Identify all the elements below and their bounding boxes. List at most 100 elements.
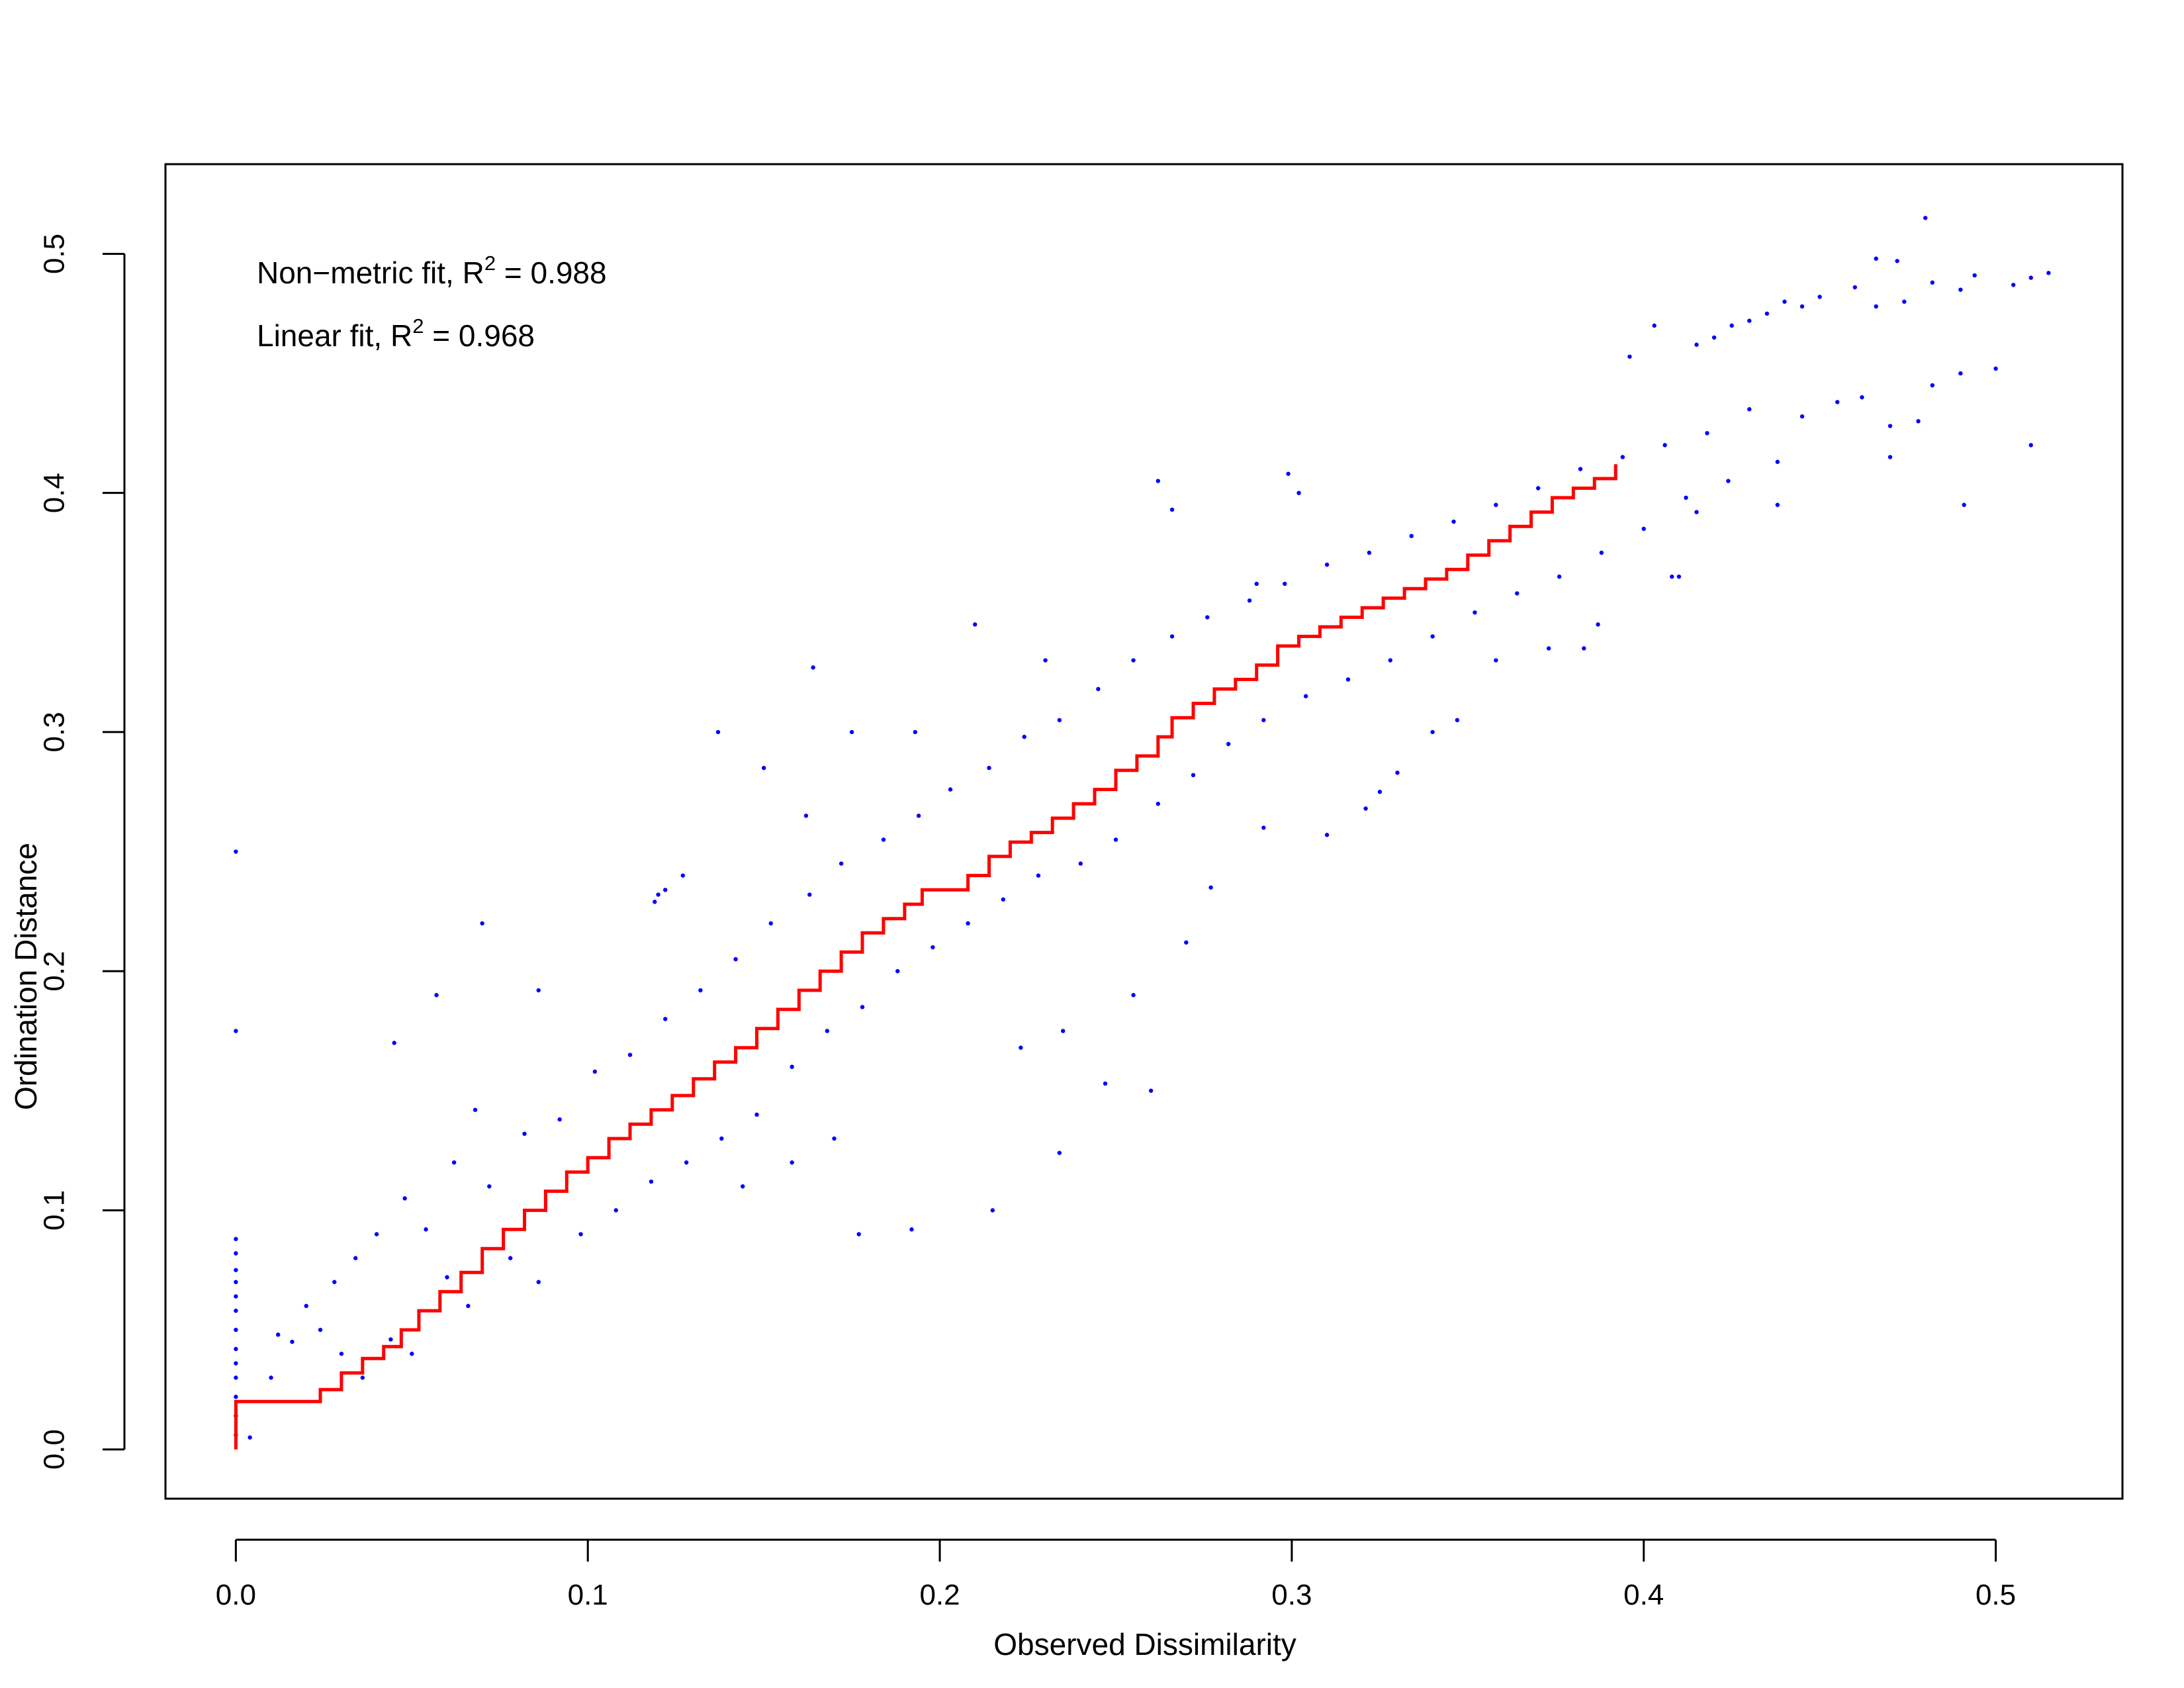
- scatter-point: [1363, 806, 1368, 811]
- scatter-point: [1993, 366, 1998, 371]
- scatter-point: [1036, 873, 1041, 878]
- scatter-point: [1156, 802, 1160, 806]
- x-tick-label: 0.5: [1976, 1579, 2016, 1611]
- scatter-point: [1324, 833, 1330, 837]
- scatter-point: [1060, 1029, 1066, 1033]
- scatter-point: [1515, 591, 1520, 596]
- scatter-point: [653, 900, 657, 904]
- nonmetric-fit-value: = 0.988: [496, 256, 607, 290]
- scatter-point: [790, 1064, 794, 1069]
- scatter-point: [913, 729, 918, 735]
- scatter-point: [332, 1280, 337, 1284]
- scatter-point: [881, 837, 886, 842]
- scatter-point: [1747, 318, 1752, 323]
- scatter-point: [1958, 371, 1963, 376]
- scatter-point: [1057, 718, 1062, 723]
- scatter-point: [948, 787, 953, 792]
- scatter-point: [1261, 718, 1266, 723]
- scatter-point: [2028, 443, 2033, 447]
- scatter-point: [627, 1053, 633, 1057]
- scatter-point: [1711, 335, 1717, 340]
- scatter-point: [741, 1184, 745, 1189]
- scatter-point: [1096, 686, 1101, 692]
- scatter-point: [1367, 550, 1372, 555]
- scatter-point: [1972, 273, 1977, 278]
- scatter-point: [1557, 574, 1562, 579]
- scatter-point: [966, 921, 970, 926]
- scatter-point: [909, 1227, 914, 1232]
- scatter-point: [1895, 259, 1899, 263]
- scatter-point: [1835, 400, 1840, 404]
- scatter-point: [1409, 534, 1414, 538]
- scatter-point: [234, 1346, 238, 1352]
- y-tick-label: 0.5: [38, 234, 71, 274]
- scatter-point: [234, 1376, 238, 1380]
- scatter-point: [2028, 275, 2033, 280]
- scatter-point: [1297, 491, 1301, 495]
- scatter-point: [2046, 271, 2051, 275]
- y-tick-label: 0.4: [38, 473, 71, 513]
- scatter-point: [1022, 734, 1026, 739]
- scatter-point: [234, 1308, 238, 1313]
- scatter-point: [811, 665, 815, 670]
- linear-fit-annotation: Linear fit, R2 = 0.968: [257, 314, 535, 353]
- scatter-point: [1747, 407, 1752, 412]
- scatter-point: [1254, 581, 1259, 586]
- scatter-point: [1578, 467, 1583, 471]
- scatter-point: [1888, 455, 1893, 459]
- scatter-point: [592, 1069, 598, 1074]
- scatter-point: [388, 1337, 393, 1342]
- scatter-point: [803, 814, 809, 818]
- scatter-point: [990, 1208, 995, 1213]
- scatter-point: [290, 1339, 295, 1344]
- scatter-point: [839, 861, 844, 866]
- scatter-point: [234, 1394, 238, 1399]
- scatter-point: [1662, 443, 1667, 447]
- scatter-point: [234, 1294, 238, 1299]
- scatter-point: [1131, 993, 1136, 998]
- scatter-point: [234, 1029, 238, 1033]
- scatter-point: [1377, 790, 1383, 794]
- scatter-point: [578, 1232, 583, 1237]
- scatter-point: [1599, 550, 1604, 555]
- scatter-point: [1191, 773, 1196, 778]
- scatter-point: [536, 988, 541, 993]
- scatter-point: [2011, 283, 2016, 287]
- scatter-point: [536, 1280, 541, 1284]
- scatter-point: [680, 873, 685, 878]
- scatter-point: [1430, 634, 1435, 639]
- scatter-point: [1670, 574, 1674, 579]
- scatter-point: [768, 921, 773, 926]
- nonmetric-fit-annotation: Non−metric fit, R2 = 0.988: [257, 252, 607, 290]
- scatter-point: [754, 1112, 759, 1117]
- scatter-point: [275, 1332, 281, 1337]
- scatter-point: [1902, 299, 1907, 304]
- scatter-point: [1494, 502, 1498, 507]
- linear-fit-value: = 0.968: [424, 318, 535, 353]
- x-tick-label: 0.3: [1271, 1579, 1312, 1611]
- x-axis: 0.0 0.1 0.2 0.3 0.4 0.5: [216, 1538, 2016, 1611]
- scatter-point: [466, 1303, 471, 1309]
- scatter-point: [663, 888, 668, 892]
- scatter-point: [487, 1184, 492, 1189]
- scatter-point: [1286, 471, 1291, 476]
- scatter-point: [557, 1117, 562, 1122]
- scatter-point: [1131, 658, 1136, 663]
- scatter-point: [1764, 311, 1770, 316]
- scatter-point: [445, 1275, 449, 1280]
- scatter-point: [1684, 495, 1688, 500]
- scatter-point: [790, 1160, 794, 1165]
- scatter-point: [234, 849, 238, 854]
- scatter-point: [1261, 825, 1266, 830]
- scatter-point: [1729, 323, 1734, 328]
- scatter-point: [1283, 581, 1287, 586]
- scatter-point: [1782, 299, 1787, 304]
- scatter-point: [1641, 526, 1646, 532]
- scatter-point: [339, 1351, 344, 1356]
- scatter-point: [1451, 519, 1456, 524]
- x-axis-title: Observed Dissimilarity: [993, 1627, 1297, 1662]
- nonmetric-fit-superscript: 2: [484, 252, 496, 275]
- scatter-point: [1019, 1045, 1023, 1050]
- scatter-point: [761, 765, 766, 771]
